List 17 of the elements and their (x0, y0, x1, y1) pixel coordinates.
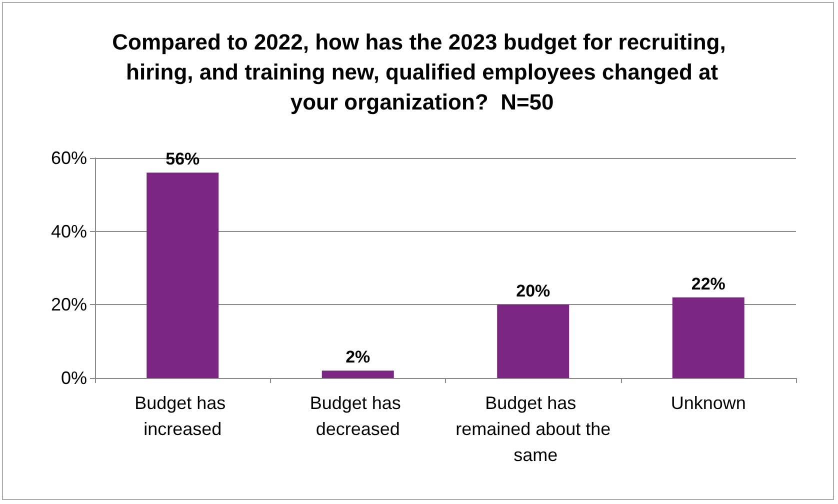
y-tick-label: 20% (50, 294, 87, 315)
y-tick-label: 0% (60, 368, 87, 388)
x-tick-label: Unknown (670, 393, 746, 413)
y-tick-label: 40% (50, 221, 87, 242)
x-tick-label: Budget has remained about the same (456, 393, 611, 465)
x-tick-label: Budget has increased (134, 393, 231, 439)
bar (497, 304, 570, 378)
data-label: 22% (691, 274, 726, 294)
x-tick-label: Budget has decreased (310, 393, 406, 439)
data-label: 20% (516, 282, 550, 301)
chart-title: Compared to 2022, how has the 2023 budget for recruiting, hiring, and training new, qualified employees changed at your organization? N=50 (112, 30, 726, 114)
data-label: 56% (166, 150, 200, 169)
bar (672, 297, 744, 378)
y-tick-label: 60% (50, 148, 87, 168)
data-label: 2% (346, 348, 370, 367)
bar (322, 370, 394, 378)
bar (146, 172, 219, 378)
